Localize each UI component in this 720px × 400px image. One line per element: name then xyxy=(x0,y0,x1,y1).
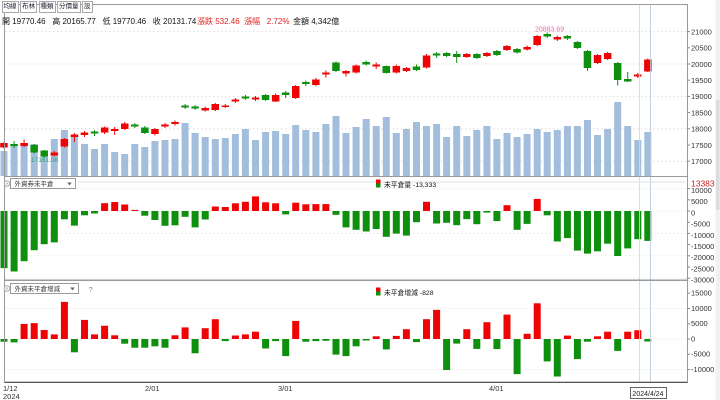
svg-text:2024/4/24: 2024/4/24 xyxy=(632,391,663,398)
svg-text:21000: 21000 xyxy=(691,27,712,36)
svg-text:17161.08: 17161.08 xyxy=(31,157,58,164)
svg-text:-5000: -5000 xyxy=(691,220,710,229)
svg-text:外資未平倉增減: 外資未平倉增減 xyxy=(15,284,61,293)
svg-text:20500: 20500 xyxy=(691,44,712,53)
svg-text:20883.69: 20883.69 xyxy=(535,27,564,34)
svg-text:-10000: -10000 xyxy=(691,365,714,374)
svg-text:0: 0 xyxy=(691,208,695,217)
svg-text:4/01: 4/01 xyxy=(489,384,504,393)
svg-text:5000: 5000 xyxy=(691,197,708,206)
svg-text:19000: 19000 xyxy=(691,92,712,101)
svg-text:18500: 18500 xyxy=(691,108,712,117)
svg-text:-25000: -25000 xyxy=(691,264,714,273)
svg-text:-15000: -15000 xyxy=(691,242,714,251)
svg-text:1/12: 1/12 xyxy=(3,384,18,393)
svg-text:-5000: -5000 xyxy=(691,350,710,359)
svg-text:5000: 5000 xyxy=(691,319,708,328)
svg-text:10000: 10000 xyxy=(691,304,712,313)
svg-text:15000: 15000 xyxy=(691,289,712,298)
svg-text:17500: 17500 xyxy=(691,141,712,150)
svg-text:19500: 19500 xyxy=(691,76,712,85)
svg-text:20000: 20000 xyxy=(691,60,712,69)
svg-text:0: 0 xyxy=(691,334,695,343)
svg-text:外資券未平倉: 外資券未平倉 xyxy=(15,179,55,188)
svg-text:-10000: -10000 xyxy=(691,231,714,240)
svg-text:?: ? xyxy=(89,285,93,294)
svg-text:未平倉增減 -828: 未平倉增減 -828 xyxy=(384,288,434,297)
svg-text:未平倉量 -13,333: 未平倉量 -13,333 xyxy=(384,180,436,189)
svg-text:18000: 18000 xyxy=(691,125,712,134)
svg-text:3/01: 3/01 xyxy=(278,384,293,393)
svg-text:-30000: -30000 xyxy=(691,276,714,285)
svg-text:-20000: -20000 xyxy=(691,253,714,262)
svg-text:10000: 10000 xyxy=(691,186,712,195)
svg-text:2024: 2024 xyxy=(3,392,20,400)
svg-text:17000: 17000 xyxy=(691,157,712,166)
svg-text:13383: 13383 xyxy=(691,179,715,189)
svg-text:2/01: 2/01 xyxy=(145,384,160,393)
